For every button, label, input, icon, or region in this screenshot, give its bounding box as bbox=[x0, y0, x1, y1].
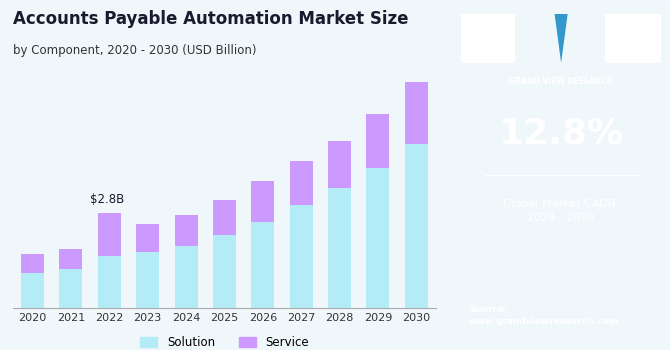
FancyBboxPatch shape bbox=[461, 14, 515, 63]
Bar bbox=[175, 246, 198, 308]
FancyBboxPatch shape bbox=[604, 14, 661, 63]
Bar bbox=[405, 82, 428, 144]
Text: Source:
www.grandviewresearch.com: Source: www.grandviewresearch.com bbox=[469, 304, 619, 326]
Bar bbox=[60, 249, 82, 269]
Text: Global Market CAGR,
2024 - 2030: Global Market CAGR, 2024 - 2030 bbox=[503, 199, 619, 223]
Bar bbox=[175, 215, 198, 246]
Legend: Solution, Service: Solution, Service bbox=[135, 331, 314, 350]
Bar bbox=[98, 214, 121, 256]
Text: Accounts Payable Automation Market Size: Accounts Payable Automation Market Size bbox=[13, 10, 409, 28]
Bar bbox=[98, 256, 121, 308]
Bar bbox=[21, 273, 44, 308]
Bar bbox=[136, 224, 159, 252]
Bar bbox=[213, 236, 236, 308]
Polygon shape bbox=[555, 14, 567, 63]
Bar bbox=[213, 200, 236, 236]
Text: 12.8%: 12.8% bbox=[498, 116, 624, 150]
Text: $2.8B: $2.8B bbox=[90, 193, 125, 206]
Bar bbox=[136, 252, 159, 308]
Text: by Component, 2020 - 2030 (USD Billion): by Component, 2020 - 2030 (USD Billion) bbox=[13, 44, 257, 57]
Bar bbox=[405, 144, 428, 308]
Bar bbox=[289, 161, 313, 205]
Bar bbox=[60, 269, 82, 308]
Bar bbox=[289, 205, 313, 308]
Bar bbox=[251, 181, 274, 222]
Bar bbox=[251, 222, 274, 308]
Bar bbox=[366, 114, 389, 168]
Bar bbox=[328, 188, 351, 308]
Bar bbox=[366, 168, 389, 308]
Text: GRAND VIEW RESEARCH: GRAND VIEW RESEARCH bbox=[509, 77, 613, 86]
Bar bbox=[21, 254, 44, 273]
Bar bbox=[328, 141, 351, 188]
